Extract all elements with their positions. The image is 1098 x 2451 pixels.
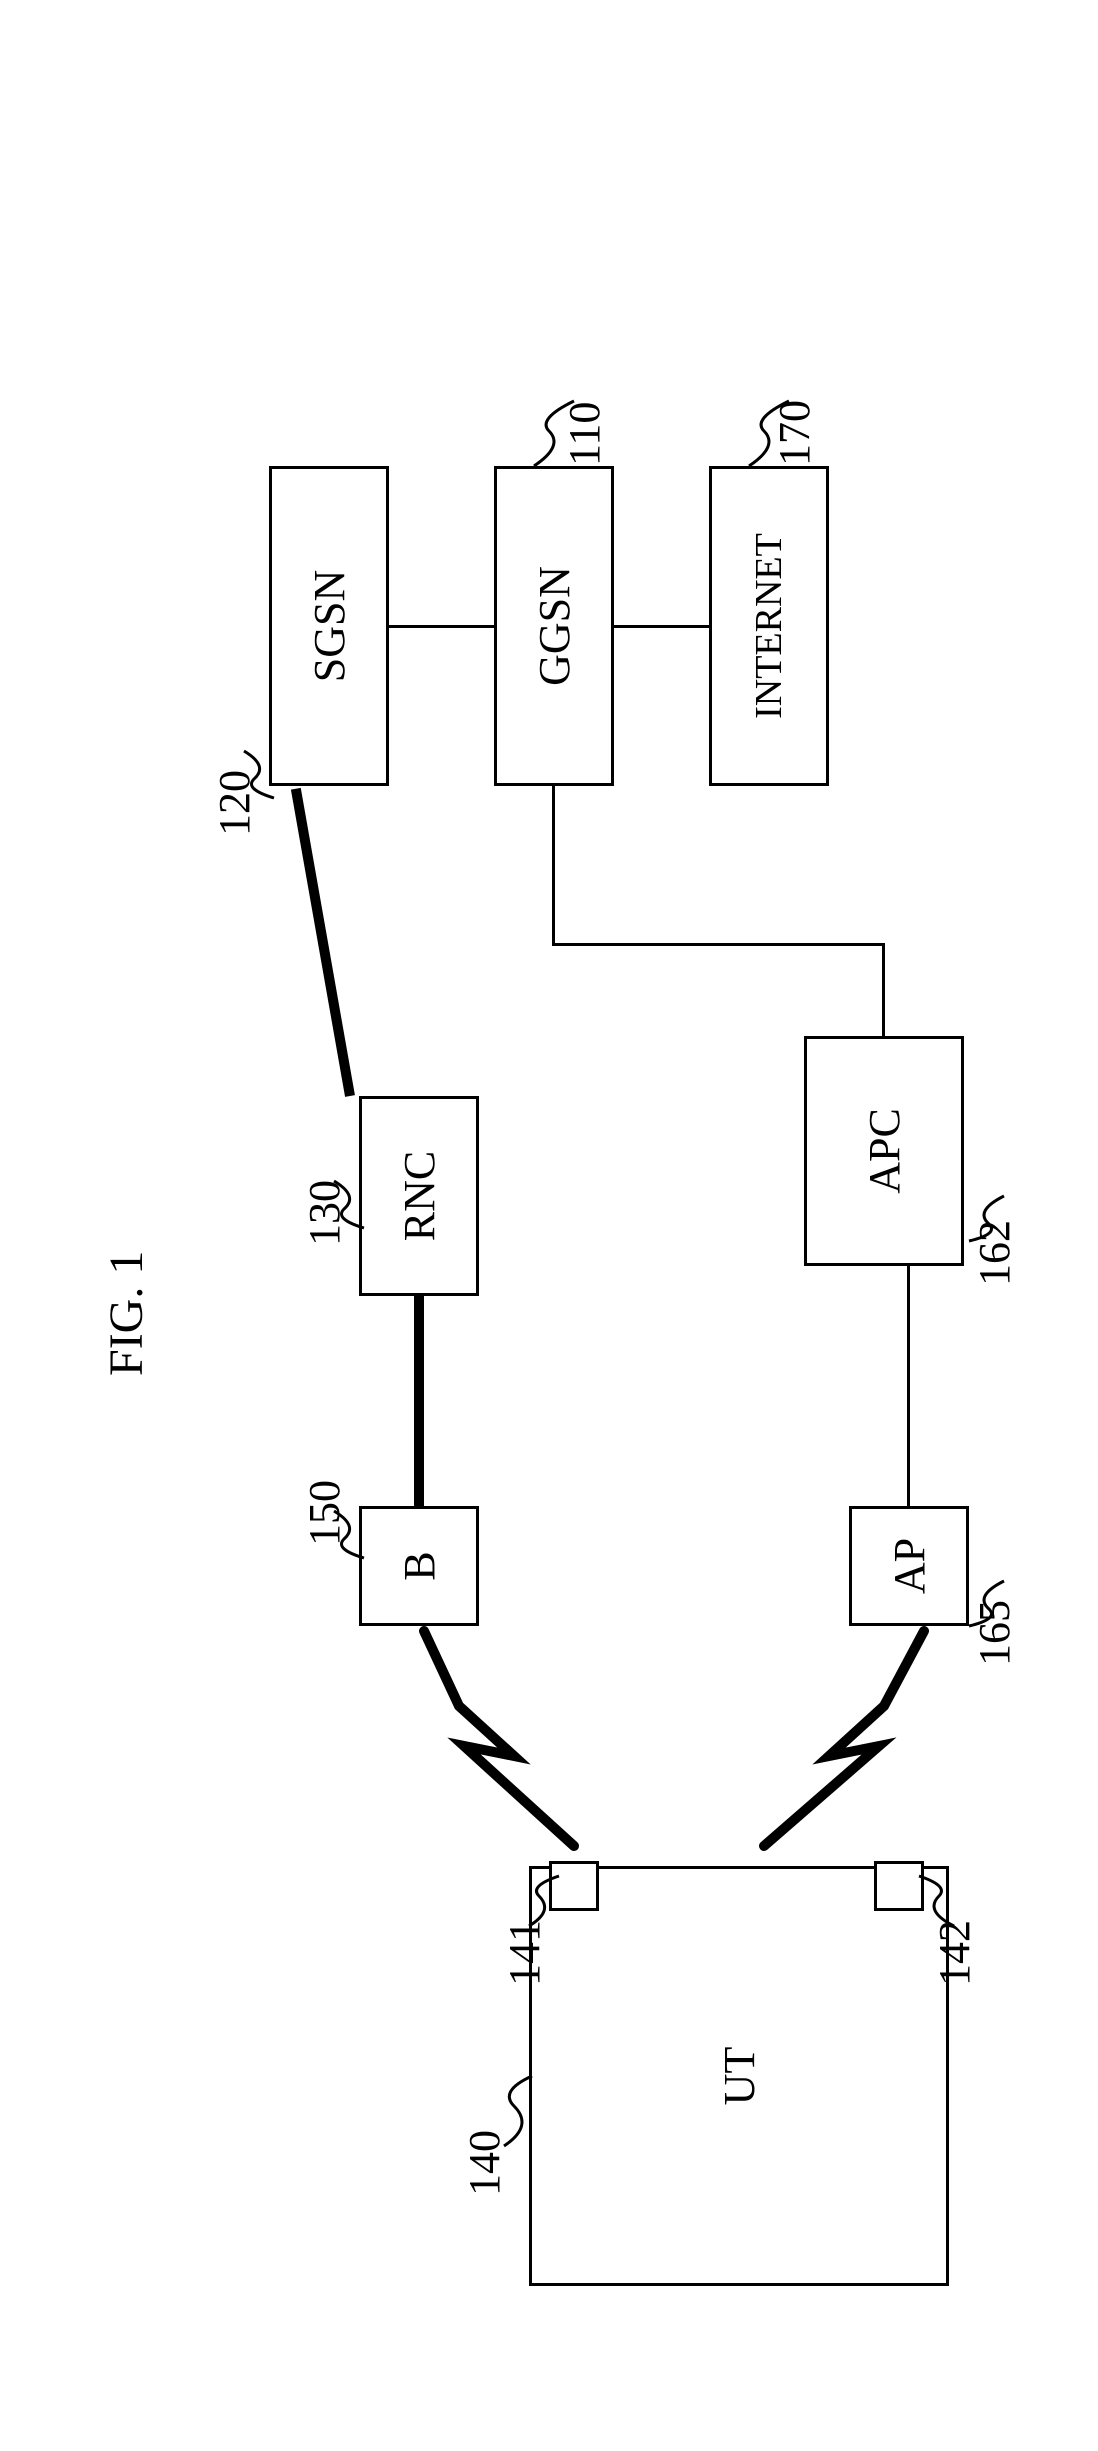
lead-165 — [959, 1561, 1014, 1631]
node-internet-label: INTERNET — [747, 533, 791, 719]
edge-ggsn-apc-h — [552, 786, 555, 946]
node-sgsn: SGSN — [269, 466, 389, 786]
lead-130 — [324, 1161, 374, 1231]
figure-title: FIG. 1 — [99, 1250, 154, 1375]
node-apc-label: APC — [859, 1108, 910, 1194]
lead-142 — [909, 1861, 964, 1931]
lead-162 — [959, 1176, 1014, 1246]
node-ut: UT — [529, 1866, 949, 2286]
lead-150 — [324, 1491, 374, 1561]
lead-170 — [744, 391, 804, 471]
edge-sgsn-ggsn — [389, 625, 494, 628]
lead-120 — [234, 731, 284, 801]
diagram-container: FIG. 1 UT B RNC SGSN GGSN INTERNET AP AP… — [99, 126, 999, 2326]
node-rnc-label: RNC — [394, 1150, 445, 1240]
lead-141 — [519, 1861, 574, 1931]
lead-110 — [529, 391, 589, 471]
edge-ggsn-apc-end — [882, 943, 885, 1036]
node-b: B — [359, 1506, 479, 1626]
node-b-label: B — [394, 1551, 445, 1580]
node-apc: APC — [804, 1036, 964, 1266]
wireless-ut-b — [414, 1616, 589, 1856]
lead-140 — [494, 2056, 554, 2156]
node-ggsn: GGSN — [494, 466, 614, 786]
edge-ggsn-apc-v — [552, 943, 884, 946]
node-internet: INTERNET — [709, 466, 829, 786]
edge-rnc-sgsn — [291, 787, 355, 1096]
node-ut-label: UT — [714, 2046, 765, 2105]
node-ap: AP — [849, 1506, 969, 1626]
wireless-ut-ap — [749, 1616, 949, 1856]
node-rnc: RNC — [359, 1096, 479, 1296]
edge-ggsn-internet — [614, 625, 709, 628]
node-sgsn-label: SGSN — [304, 569, 355, 682]
node-ap-label: AP — [884, 1537, 935, 1593]
edge-ap-apc — [907, 1266, 910, 1506]
node-ggsn-label: GGSN — [529, 566, 580, 686]
edge-b-rnc — [414, 1296, 424, 1506]
